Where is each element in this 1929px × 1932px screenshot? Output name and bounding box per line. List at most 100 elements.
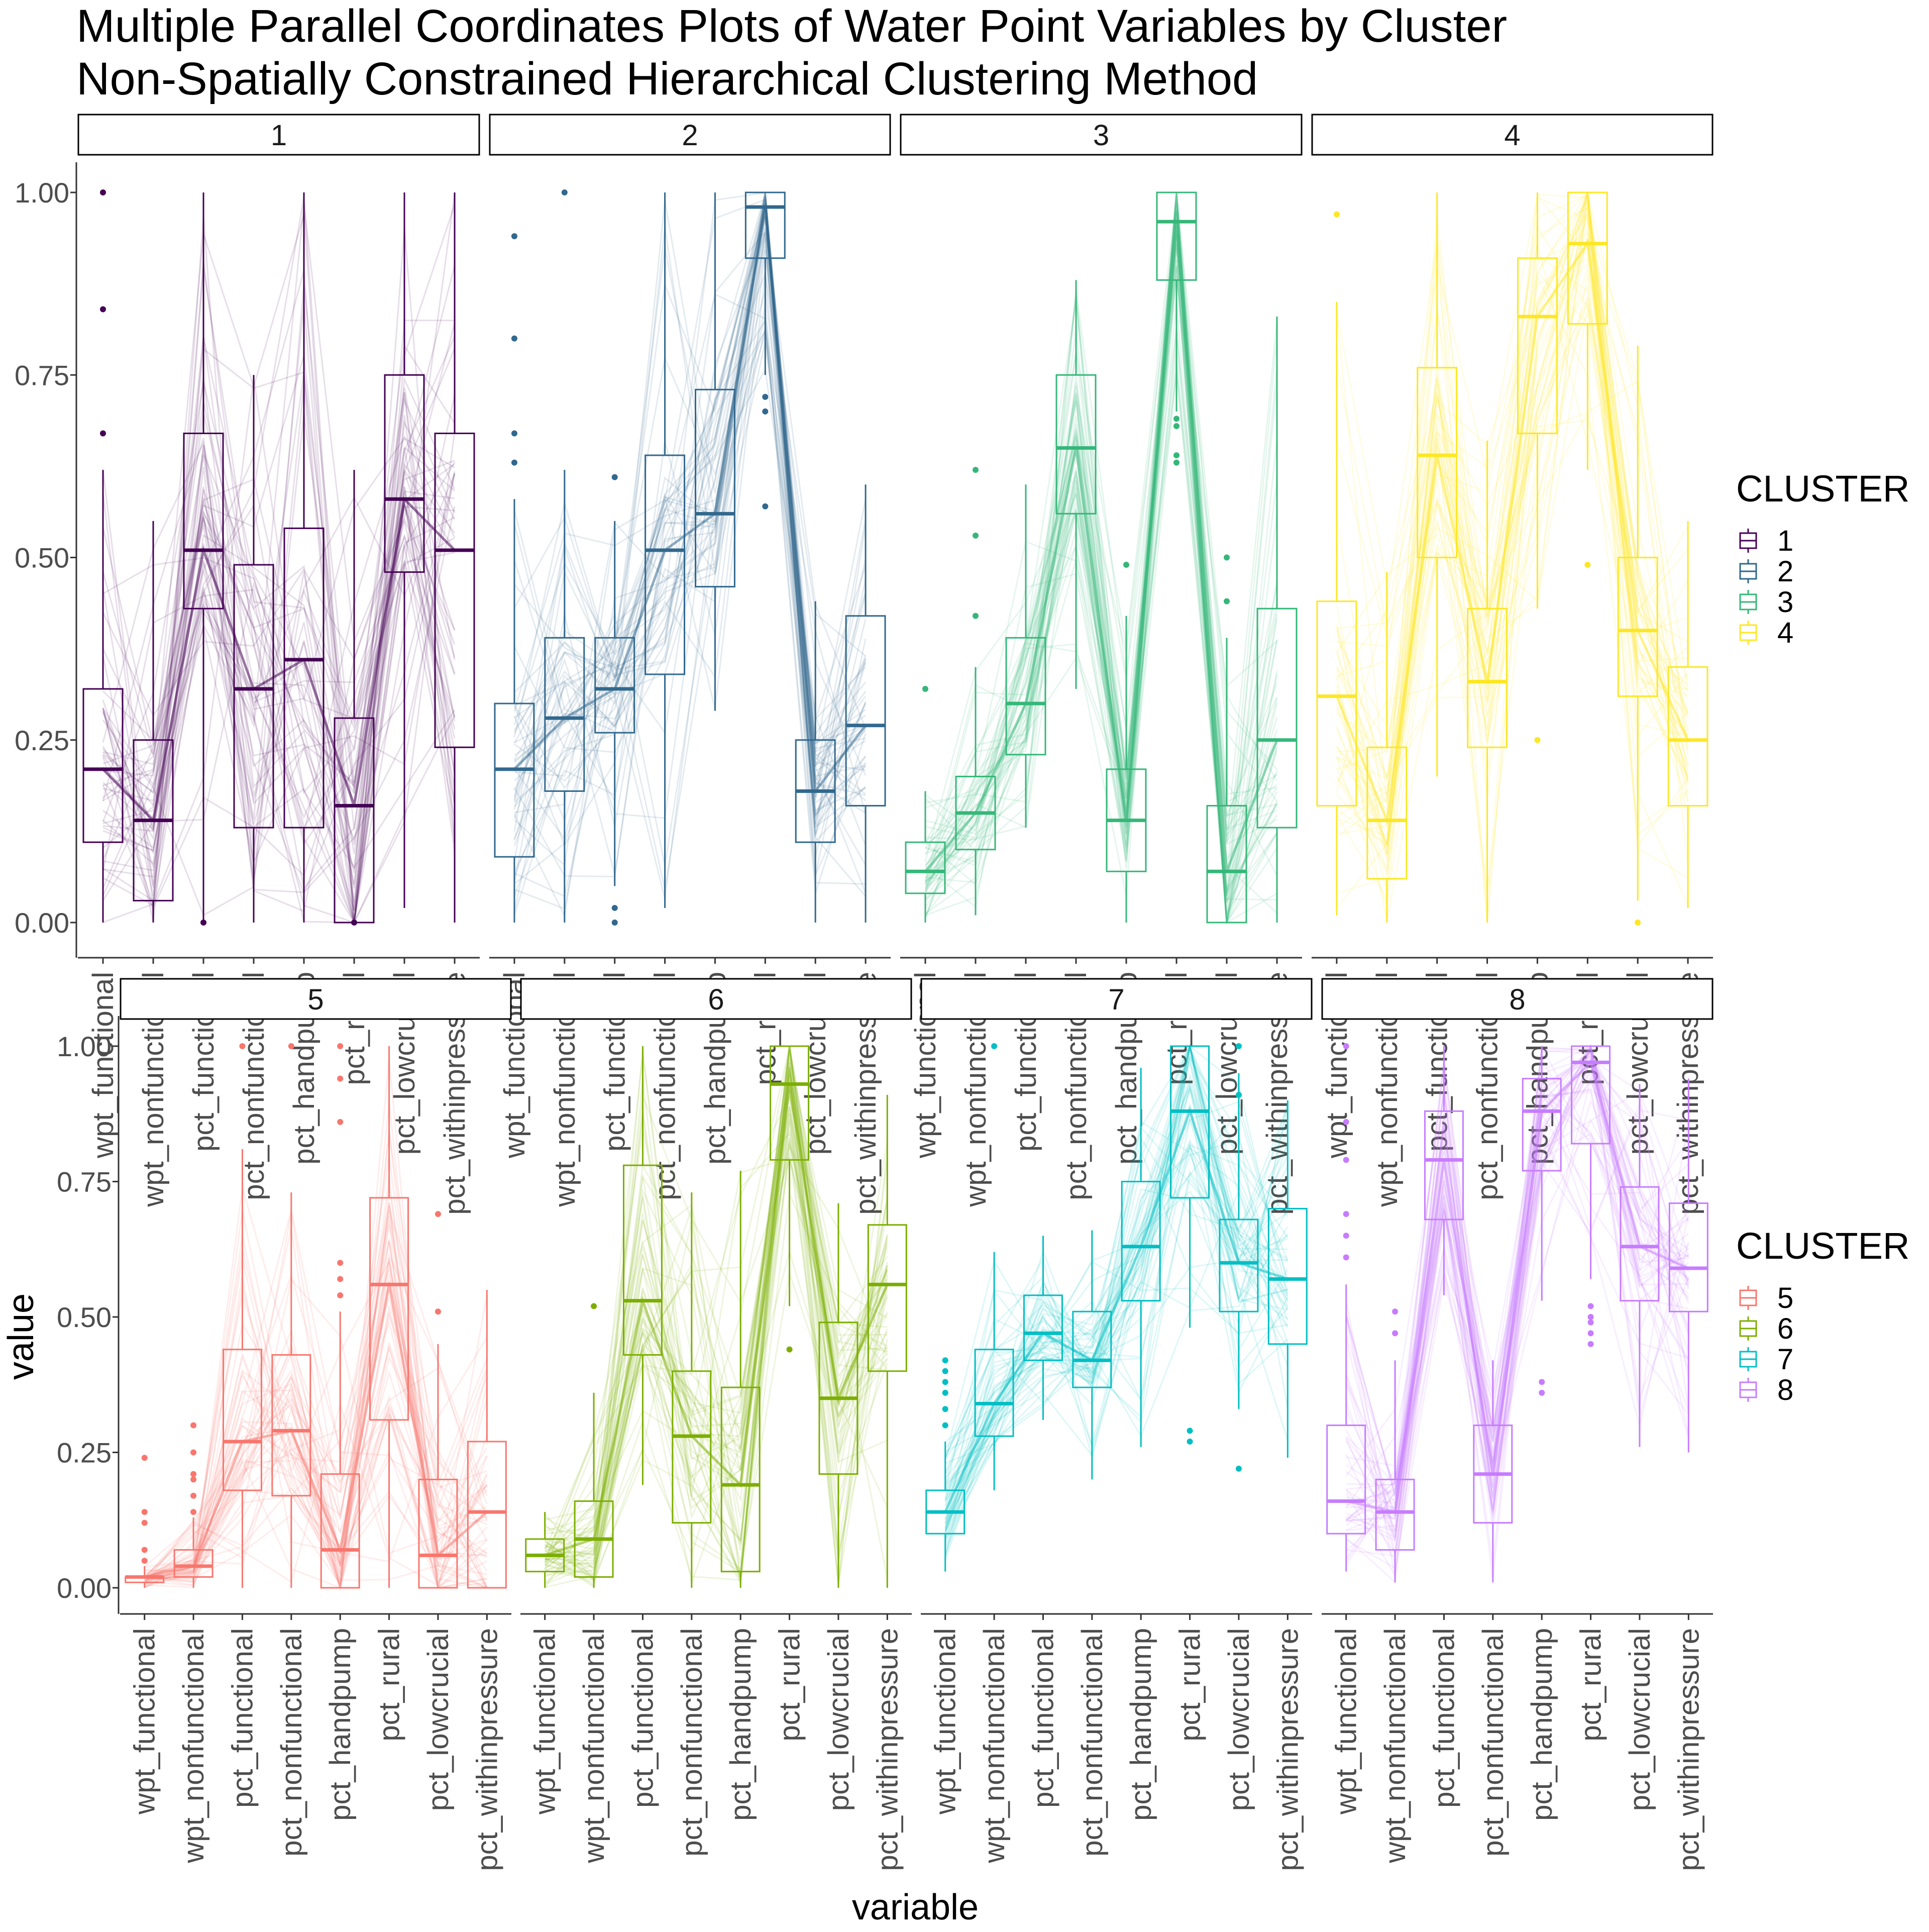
parallel-line: [1336, 214, 1688, 909]
parallel-line: [102, 204, 456, 849]
outlier-point: [1235, 1465, 1242, 1472]
outlier-point: [190, 1422, 197, 1429]
outlier-point: [973, 532, 979, 539]
facet-strip: [1321, 978, 1713, 1020]
parallel-line: [544, 1046, 888, 1545]
box-iqr: [1424, 1110, 1464, 1221]
outlier-point: [141, 1509, 148, 1515]
parallel-line: [944, 1047, 1289, 1525]
box-iqr: [720, 1386, 761, 1573]
parallel-line: [514, 272, 867, 897]
parallel-line: [513, 204, 867, 862]
parallel-line: [144, 1188, 487, 1580]
parallel-line: [144, 1210, 488, 1578]
parallel-line: [144, 1155, 488, 1579]
parallel-line: [513, 246, 866, 889]
parallel-line: [102, 348, 456, 890]
parallel-line: [544, 1106, 888, 1550]
median-profile-line: [544, 1084, 889, 1557]
parallel-line: [1336, 206, 1689, 736]
box-iqr: [384, 374, 425, 573]
legend-label: 8: [1777, 1374, 1793, 1406]
parallel-line: [944, 1101, 1289, 1524]
parallel-line: [102, 504, 456, 923]
facet-panel-cluster-8: 8 wpt_functional wpt_nonfunctional pct_func…: [1321, 978, 1713, 1871]
parallel-line: [925, 373, 1278, 916]
parallel-line: [1336, 275, 1688, 784]
box-iqr: [1055, 374, 1097, 515]
outlier-point: [511, 430, 517, 437]
parallel-line: [1336, 253, 1689, 871]
box-iqr: [1023, 1294, 1063, 1361]
parallel-line: [924, 195, 1278, 916]
outlier-point: [239, 1043, 246, 1049]
facet-strip-label: 7: [1108, 983, 1124, 1016]
legend-label: 6: [1777, 1312, 1793, 1345]
parallel-line: [513, 196, 867, 911]
parallel-line: [1345, 1061, 1689, 1505]
parallel-line: [1336, 297, 1689, 845]
median-profile-line: [144, 1284, 488, 1578]
boxplot-pct_lowcrucial: [418, 1344, 458, 1589]
parallel-line: [545, 1106, 888, 1584]
boxplot-pct_lowcrucial: [384, 192, 425, 908]
box-iqr: [1256, 607, 1298, 829]
boxplot-pct_rural: [744, 191, 786, 375]
parallel-line: [144, 1278, 487, 1583]
parallel-line: [513, 209, 867, 919]
boxplot-pct_functional: [1005, 484, 1046, 828]
boxplot-pct_withinpressure: [1256, 317, 1298, 923]
box-iqr: [1072, 1310, 1112, 1388]
parallel-line: [144, 1351, 488, 1588]
parallel-line: [1336, 196, 1689, 783]
parallel-line: [944, 1172, 1289, 1484]
parallel-line: [513, 327, 867, 832]
facet-strip-label: 2: [682, 119, 698, 152]
parallel-line: [1345, 1050, 1689, 1579]
parallel-line: [102, 336, 456, 923]
parallel-line: [924, 326, 1278, 922]
x-tick-label: pct_rural: [774, 1628, 806, 1742]
box-iqr: [694, 388, 735, 588]
parallel-line: [513, 290, 867, 768]
facet-strip: [120, 978, 512, 1020]
parallel-line: [944, 1045, 1289, 1540]
parallel-line: [944, 1259, 1288, 1459]
box-iqr: [1620, 1186, 1660, 1302]
parallel-line: [545, 1096, 888, 1547]
parallel-line: [102, 557, 456, 870]
parallel-line: [144, 1274, 488, 1568]
outlier-point: [337, 1075, 344, 1082]
box-iqr: [974, 1349, 1014, 1437]
boxplot-pct_withinpressure: [434, 192, 475, 923]
boxplot-wpt_functional: [1326, 1284, 1366, 1572]
boxplot-pct_withinpressure: [845, 484, 886, 923]
parallel-line: [925, 192, 1278, 866]
outlier-point: [991, 1043, 998, 1049]
parallel-line: [144, 1228, 487, 1589]
boxplot-pct_functional: [1023, 1236, 1063, 1420]
boxplot-wpt_functional: [125, 1566, 165, 1588]
x-tick-label: wpt_nonfunctional: [177, 1628, 210, 1864]
parallel-line: [944, 1046, 1289, 1501]
x-tick-label: pct_functional: [1428, 1628, 1460, 1808]
box-iqr: [1417, 367, 1458, 558]
outlier-point: [1587, 1341, 1594, 1347]
parallel-line: [102, 267, 456, 905]
parallel-line: [514, 217, 867, 795]
parallel-line: [144, 1131, 488, 1591]
x-tick-label: pct_rural: [1174, 1628, 1207, 1742]
x-tick-label: pct_lowcrucial: [822, 1628, 855, 1811]
parallel-line: [144, 1319, 487, 1578]
box-iqr: [744, 191, 786, 259]
legend-item-cluster-6: 6: [1739, 1312, 1793, 1345]
box-iqr: [1375, 1478, 1415, 1551]
parallel-line: [513, 306, 867, 897]
parallel-line: [513, 201, 867, 829]
box-iqr: [594, 637, 635, 734]
parallel-line: [102, 441, 455, 804]
